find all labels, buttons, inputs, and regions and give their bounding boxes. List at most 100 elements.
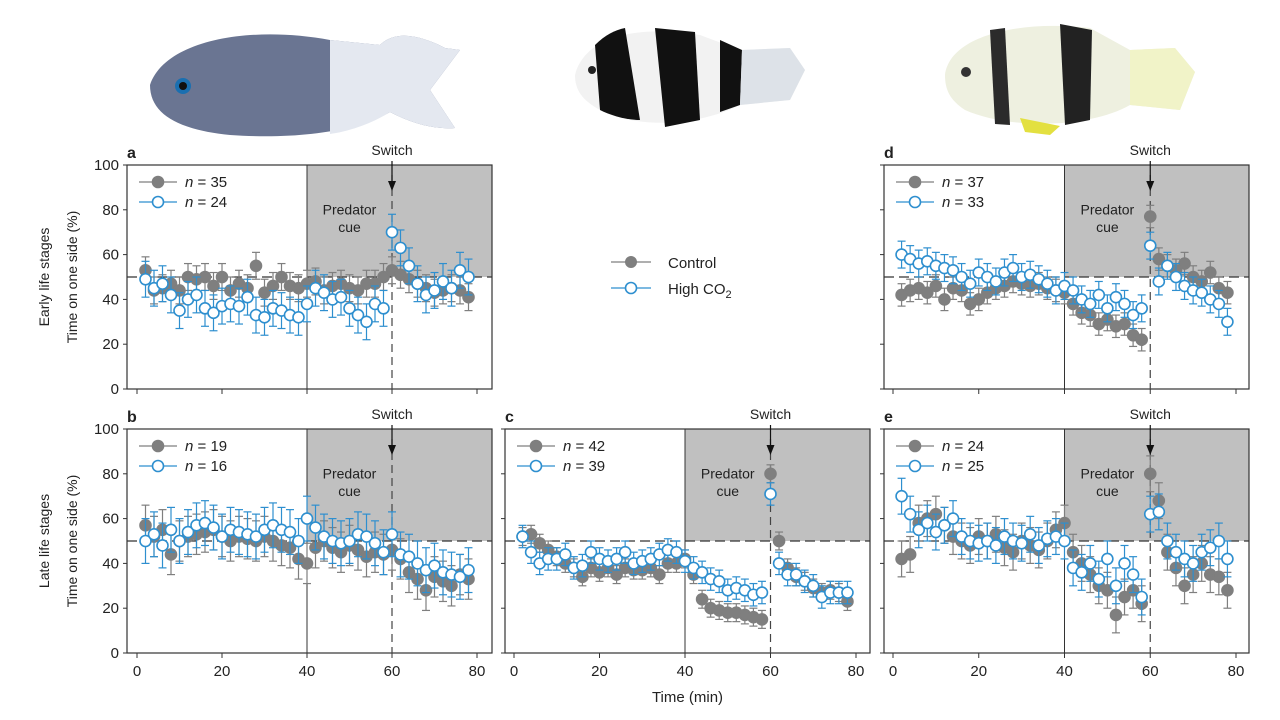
data-point [576, 559, 589, 572]
data-point [1186, 557, 1200, 570]
data-point [1126, 308, 1140, 322]
legend-high-co2-label: High CO2 [668, 281, 732, 301]
x-tick-label: 80 [469, 663, 486, 680]
legend-equals: = [571, 438, 588, 455]
series-high_co2 [516, 482, 854, 609]
legend-n-symbol: n [563, 438, 571, 455]
data-point [955, 270, 968, 284]
data-point [317, 286, 331, 299]
data-point [558, 548, 572, 561]
data-point [789, 568, 803, 581]
switch-arrow-icon [1146, 181, 1155, 191]
data-point [436, 275, 450, 288]
x-tick-label: 20 [591, 663, 608, 680]
data-point [1195, 286, 1208, 299]
y-tick-label: 60 [102, 511, 119, 528]
legend-marker [151, 439, 165, 453]
data-point [249, 530, 263, 543]
data-point [232, 299, 246, 313]
legend-high-co2-subscript: 2 [726, 289, 732, 301]
legend-marker [908, 175, 922, 189]
legend-n-value: 42 [588, 438, 605, 455]
predator-cue-region [1064, 429, 1249, 541]
data-point [841, 586, 854, 599]
legend-n-label: n = 39 [563, 458, 605, 475]
data-point [445, 281, 458, 295]
legend-n-value: 33 [967, 194, 984, 211]
data-point [946, 512, 960, 525]
legend-n-value: 35 [210, 174, 227, 191]
panel-letter: d [884, 145, 894, 162]
data-point [1169, 545, 1183, 559]
legend-marker [908, 195, 922, 209]
data-point [1006, 261, 1020, 275]
panel-a: 0 20 40 60 80 100 Time on one side (%) a Switch P… [64, 142, 493, 398]
data-point [1178, 257, 1191, 270]
legend-equals: = [950, 174, 967, 191]
y-tick-label: 40 [102, 291, 119, 308]
legend-n-symbol: n [942, 194, 950, 211]
legend-n-label: n = 24 [185, 194, 227, 211]
data-point [772, 534, 786, 548]
data-point [764, 467, 777, 481]
data-point [1152, 275, 1166, 288]
legend-equals: = [193, 194, 210, 211]
data-point [258, 286, 271, 299]
data-point [241, 290, 254, 304]
data-point [1075, 566, 1088, 579]
data-point [343, 302, 356, 315]
data-point [207, 521, 220, 534]
data-point [524, 545, 538, 559]
x-tick-label: 0 [510, 663, 518, 680]
data-point [1126, 568, 1140, 581]
predator-cue-label: cue [1096, 483, 1119, 499]
data-point [516, 530, 529, 543]
legend-marker [908, 459, 922, 473]
panel-b: 0 20 40 60 80 100 0 20 40 60 80 Time on one side (%… [64, 406, 493, 680]
data-point [1143, 210, 1157, 223]
data-point [215, 530, 229, 543]
data-point [249, 259, 263, 273]
data-point [164, 523, 178, 537]
data-point [1101, 552, 1114, 566]
fish-illustration-2 [575, 28, 805, 127]
data-point [266, 279, 280, 293]
data-point [300, 512, 314, 525]
y-tick-label: 0 [111, 645, 119, 662]
predator-cue-label: cue [338, 483, 361, 499]
data-point [1203, 541, 1217, 555]
legend-equals: = [193, 174, 210, 191]
data-point [1143, 239, 1157, 252]
data-point [1041, 277, 1054, 291]
data-point [895, 489, 908, 503]
fish-illustration-1 [150, 34, 460, 137]
data-point [755, 586, 769, 599]
predator-cue-label: cue [1096, 219, 1119, 235]
data-point [1032, 539, 1046, 552]
switch-arrow-icon [1146, 445, 1155, 455]
legend-marker [529, 439, 543, 453]
data-point [1109, 290, 1123, 304]
data-point [695, 566, 709, 579]
x-tick-label: 40 [677, 663, 694, 680]
legend-marker-control [625, 256, 637, 268]
data-point [764, 487, 777, 501]
predator-cue-label: Predator [1081, 201, 1135, 217]
data-point [173, 534, 186, 548]
data-point [1066, 284, 1080, 297]
data-point [428, 284, 441, 297]
data-point [453, 263, 467, 277]
data-point [207, 279, 220, 293]
y-tick-label: 60 [102, 247, 119, 264]
data-point [963, 277, 977, 291]
x-tick-label: 0 [889, 663, 897, 680]
data-point [164, 288, 178, 302]
legend-n-value: 25 [967, 458, 984, 475]
data-point [1023, 527, 1037, 541]
data-point [1135, 590, 1148, 604]
predator-cue-region [307, 429, 492, 541]
data-point [755, 613, 769, 626]
fish-illustration-3 [945, 24, 1195, 135]
data-point [772, 557, 786, 570]
legend-n-symbol: n [942, 174, 950, 191]
